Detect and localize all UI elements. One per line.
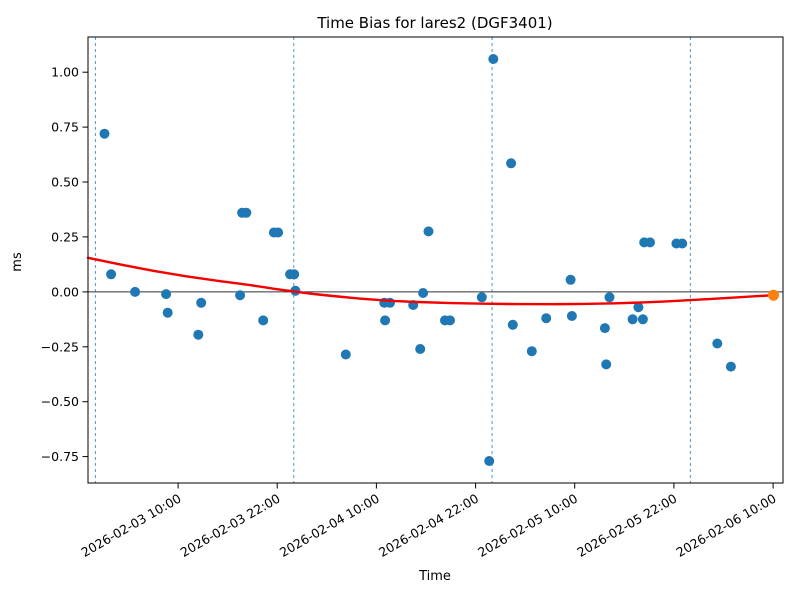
data-point <box>488 54 499 64</box>
data-point <box>415 344 426 354</box>
data-point <box>566 311 577 321</box>
x-tick-label: 2026-02-06 10:00 <box>674 491 779 560</box>
data-point <box>445 315 455 326</box>
data-point <box>627 314 638 325</box>
data-point <box>130 286 141 297</box>
data-point <box>565 274 576 285</box>
data-point <box>484 456 495 466</box>
data-point <box>541 313 552 324</box>
data-point <box>258 315 269 326</box>
data-point <box>725 361 736 372</box>
data-point <box>507 319 518 330</box>
x-tick-label: 2026-02-04 10:00 <box>277 491 382 560</box>
day-boundary-lines <box>94 37 691 483</box>
y-tick-label: 0.50 <box>51 175 79 190</box>
data-point <box>380 315 391 326</box>
data-point <box>161 289 172 300</box>
data-point <box>633 302 644 313</box>
data-point <box>235 290 246 301</box>
plot-border <box>87 36 784 484</box>
data-point <box>423 226 434 237</box>
data-point <box>193 329 204 340</box>
chart-title: Time Bias for lares2 (DGF3401) <box>316 14 552 32</box>
data-point <box>476 292 487 303</box>
data-point <box>340 349 351 360</box>
x-tick-label: 2026-02-03 22:00 <box>178 491 283 560</box>
data-point <box>604 292 615 303</box>
y-tick-label: −0.75 <box>41 449 79 464</box>
latest-data-point <box>768 289 779 301</box>
x-tick-label: 2026-02-05 10:00 <box>475 491 580 560</box>
y-tick-label: 0.00 <box>51 284 79 299</box>
data-point <box>106 269 117 280</box>
data-point <box>599 323 610 334</box>
data-point <box>99 128 110 139</box>
data-point <box>526 346 537 357</box>
axes-spines <box>87 36 784 484</box>
scatter-points <box>99 54 736 466</box>
data-point <box>241 207 252 218</box>
data-point <box>385 297 395 308</box>
data-point <box>637 314 648 325</box>
latest-point <box>768 289 779 301</box>
y-tick-label: 0.75 <box>51 120 79 135</box>
data-point <box>712 338 723 349</box>
data-point <box>418 288 429 298</box>
x-tick-label: 2026-02-04 22:00 <box>376 491 481 560</box>
y-axis-label: ms <box>10 252 25 272</box>
data-point <box>289 269 300 280</box>
y-tick-label: 0.25 <box>51 229 79 244</box>
data-point <box>601 359 612 370</box>
data-point <box>196 297 207 308</box>
x-axis-label: Time <box>418 569 451 584</box>
y-tick-label: 1.00 <box>51 65 79 80</box>
data-point <box>677 238 688 249</box>
data-point <box>506 158 517 169</box>
y-tick-label: −0.25 <box>41 339 79 354</box>
data-point <box>645 237 655 248</box>
y-ticks: 1.00 0.75 0.50 0.25 0.00 −0.25 −0.50 −0.75 <box>41 65 88 464</box>
fit-curve <box>86 256 775 306</box>
x-tick-label: 2026-02-03 10:00 <box>79 491 184 560</box>
x-tick-label: 2026-02-05 22:00 <box>574 491 679 560</box>
fit-curve-path <box>86 256 775 306</box>
y-tick-label: −0.50 <box>41 394 79 409</box>
data-point <box>273 227 284 238</box>
data-point <box>162 307 173 318</box>
